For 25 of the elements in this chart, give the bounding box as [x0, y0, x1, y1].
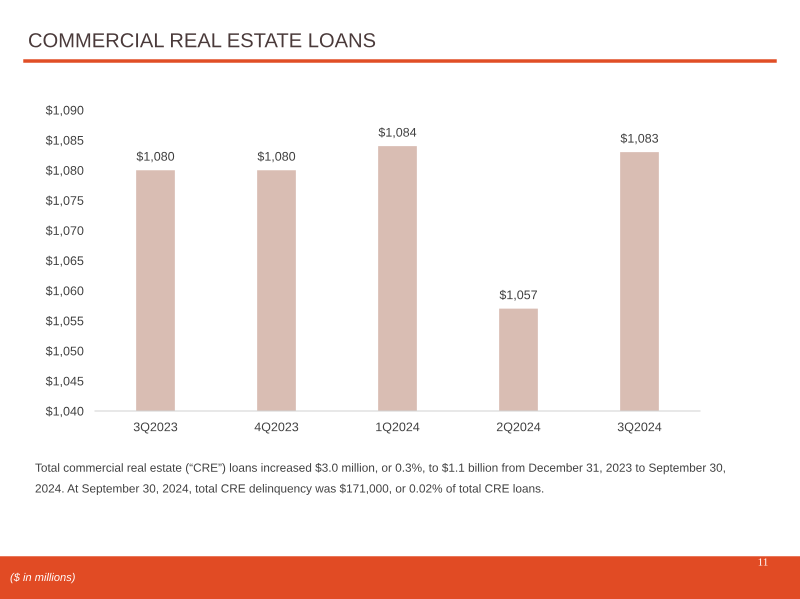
data-label: $1,083	[620, 133, 658, 144]
x-tick-label: 3Q2023	[134, 422, 178, 434]
text: ($ in millions)	[10, 572, 75, 584]
y-tick-label: $1,065	[46, 256, 84, 267]
y-tick-label: $1,085	[46, 135, 84, 146]
y-tick-label: $1,070	[46, 226, 84, 237]
y-tick-label: $1,090	[46, 105, 84, 116]
x-tick-label: 4Q2023	[254, 422, 298, 434]
chart-title: COMMERCIAL REAL ESTATE LOANS	[29, 33, 376, 48]
data-label: $1,084	[378, 127, 416, 138]
text: Total commercial real estate (“CRE”) loans increased $3.0 million, or 0.3%, to $1.1 billion from December 31, 2023 to September 30, 2024. At September 30, 2024, total CRE delinquency was $171,000, or 0.02% of total CRE loans.	[35, 463, 725, 495]
y-tick-label: $1,040	[46, 406, 84, 418]
y-tick-label: $1,080	[46, 165, 84, 176]
text: 11	[758, 558, 768, 566]
y-tick-label: $1,045	[46, 376, 84, 388]
data-label: $1,057	[500, 290, 537, 301]
y-tick-label: $1,050	[46, 346, 84, 357]
y-tick-label: $1,055	[46, 316, 84, 327]
x-tick-label: 3Q2024	[618, 422, 662, 434]
data-label: $1,080	[136, 151, 174, 162]
x-tick-label: 1Q2024	[376, 422, 420, 434]
x-tick-label: 2Q2024	[496, 422, 540, 434]
y-tick-label: $1,060	[46, 286, 84, 297]
data-label: $1,080	[258, 151, 296, 162]
y-tick-label: $1,075	[46, 196, 84, 206]
